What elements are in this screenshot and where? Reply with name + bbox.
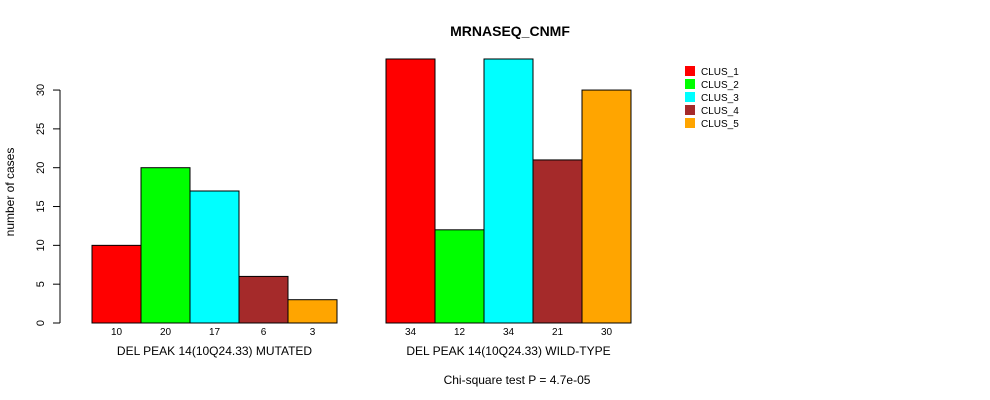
legend-swatch-clus-4 — [685, 105, 695, 115]
legend-label-clus-3: CLUS_3 — [701, 93, 739, 104]
bar-clus-2-group-1 — [140, 167, 191, 324]
bar-clus-5-group-1 — [287, 299, 338, 324]
bar-clus-3-group-1 — [189, 190, 240, 324]
count-label-clus-4-group-2: 21 — [552, 327, 564, 338]
group-labels: DEL PEAK 14(10Q24.33) MUTATED DEL PEAK 14… — [117, 344, 611, 358]
y-tick-label-10: 10 — [35, 239, 47, 251]
bar-clus-1-group-1 — [91, 244, 142, 324]
bars — [91, 58, 632, 324]
count-label-clus-3-group-2: 34 — [503, 327, 515, 338]
bar-clus-3-group-2 — [483, 58, 534, 324]
legend-label-clus-1: CLUS_1 — [701, 67, 739, 78]
bar-clus-1-group-2 — [385, 58, 436, 324]
y-tick-label-25: 25 — [35, 123, 47, 135]
y-axis-label: number of cases — [3, 148, 17, 237]
count-label-clus-1-group-1: 10 — [111, 327, 123, 338]
y-tick-label-0: 0 — [35, 320, 47, 326]
legend-swatch-clus-2 — [685, 79, 695, 89]
count-label-clus-1-group-2: 34 — [405, 327, 417, 338]
bar-clus-4-group-2 — [532, 159, 583, 324]
group-label-1: DEL PEAK 14(10Q24.33) MUTATED — [117, 344, 313, 358]
y-tick-label-5: 5 — [35, 281, 47, 287]
count-label-clus-5-group-1: 3 — [310, 327, 316, 338]
y-tick-label-30: 30 — [35, 84, 47, 96]
chi-square-footnote: Chi-square test P = 4.7e-05 — [444, 373, 591, 387]
legend-swatch-clus-1 — [685, 66, 695, 76]
count-label-clus-2-group-2: 12 — [454, 327, 466, 338]
chart-title: MRNASEQ_CNMF — [450, 23, 570, 39]
legend-label-clus-5: CLUS_5 — [701, 119, 739, 130]
y-tick-label-20: 20 — [35, 162, 47, 174]
legend-label-clus-2: CLUS_2 — [701, 80, 739, 91]
count-label-clus-3-group-1: 17 — [209, 327, 221, 338]
bar-clus-4-group-1 — [238, 275, 289, 324]
group-label-2: DEL PEAK 14(10Q24.33) WILD-TYPE — [406, 344, 610, 358]
count-label-clus-5-group-2: 30 — [601, 327, 613, 338]
legend-label-clus-4: CLUS_4 — [701, 106, 739, 117]
legend-swatch-clus-3 — [685, 92, 695, 102]
legend: CLUS_1 CLUS_2 CLUS_3 CLUS_4 CLUS_5 — [685, 66, 739, 130]
y-tick-label-15: 15 — [35, 200, 47, 212]
bar-count-labels: 10 20 17 6 3 34 12 34 21 30 — [111, 327, 613, 338]
legend-swatch-clus-5 — [685, 118, 695, 128]
bar-clus-2-group-2 — [434, 229, 485, 324]
count-label-clus-4-group-1: 6 — [261, 327, 267, 338]
bar-clus-5-group-2 — [581, 89, 632, 324]
y-axis: 0 5 10 15 20 25 30 — [35, 84, 61, 326]
count-label-clus-2-group-1: 20 — [160, 327, 172, 338]
